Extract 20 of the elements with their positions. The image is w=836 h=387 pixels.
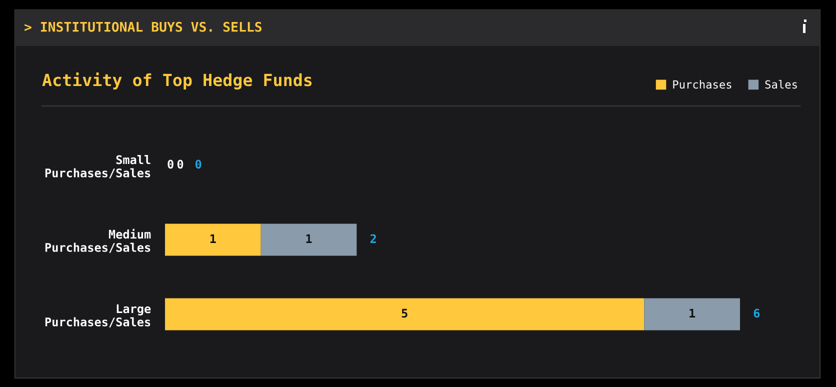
bar [165,224,261,256]
y-tick-label: Small Purchases/Sales [45,155,150,178]
bar [165,298,644,330]
data-label: 1 [210,234,216,244]
legend-label: Sales [765,80,797,89]
y-tick-label: Large Purchases/Sales [45,304,151,328]
data-label: 5 [402,308,408,318]
total-label: 2 [370,234,376,244]
data-label: 0 [177,160,184,169]
bar [644,298,740,330]
chart-title: > INSTITUTIONAL BUYS VS. SELLS [24,22,262,32]
total-label: 6 [754,308,760,318]
data-label: 1 [690,308,696,318]
data-label: 0 [195,160,202,169]
chart-subtitle: Activity of Top Hedge Funds [42,72,312,90]
bar [260,224,357,256]
total-label: 0 [168,160,174,169]
legend-label: Purchases [673,80,732,89]
y-tick-label: Medium Purchases/Sales [45,228,151,253]
data-label: 1 [306,234,312,244]
